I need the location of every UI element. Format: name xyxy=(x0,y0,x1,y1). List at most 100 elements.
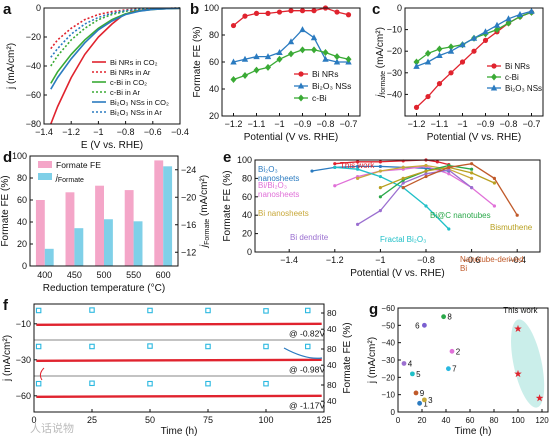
legend-label: Bi₂O₃ NSs in Ar xyxy=(110,108,162,117)
j-trace xyxy=(36,394,322,398)
y-tick-label: −60 xyxy=(381,304,395,313)
data-point xyxy=(441,314,446,320)
y-tick-label: −20 xyxy=(387,46,402,56)
data-point xyxy=(287,38,295,45)
data-point xyxy=(276,9,283,15)
data-point xyxy=(230,76,237,84)
y-axis-label: j (mA/cm²) xyxy=(2,335,13,382)
data-point xyxy=(515,213,519,217)
data-point xyxy=(299,8,306,14)
x-tick-label: 25 xyxy=(87,415,97,425)
bar-j xyxy=(74,228,84,266)
data-point xyxy=(378,164,382,169)
legend-marker xyxy=(297,82,305,89)
y2-tick-label: −24 xyxy=(181,165,196,175)
series-label: Bi nanosheets xyxy=(258,209,309,218)
x-tick-label: −0.8 xyxy=(117,127,135,137)
x-tick-label: 0 xyxy=(396,416,401,425)
x-tick-label: −0.7 xyxy=(523,119,541,129)
panel-letter: d xyxy=(3,149,12,166)
y-tick-label: −40 xyxy=(26,61,41,71)
data-point xyxy=(459,41,466,48)
legend-label: Formate FE xyxy=(56,160,101,170)
data-point xyxy=(230,22,237,29)
data-point xyxy=(436,81,443,87)
y-tick-label: 40 xyxy=(209,84,219,94)
legend-label: Bi NRs xyxy=(505,62,530,71)
y-tick-label: −10 xyxy=(16,319,31,329)
y2-axis-label: jFormate (mA/cm²) xyxy=(199,175,211,249)
point-label: 8 xyxy=(447,313,452,322)
data-point xyxy=(264,53,272,60)
data-point xyxy=(448,43,454,51)
y-tick-label: −80 xyxy=(26,119,41,129)
y-tick-label: −40 xyxy=(381,339,395,348)
x-axis-label: E (V vs. RHE) xyxy=(81,140,143,151)
data-point xyxy=(471,48,477,54)
data-point xyxy=(447,227,451,231)
panel-letter: g xyxy=(369,301,378,318)
data-point xyxy=(311,46,317,54)
data-point xyxy=(424,174,428,179)
data-point xyxy=(470,176,474,180)
data-point xyxy=(345,12,352,18)
x-tick-label: 600 xyxy=(156,270,171,280)
panel-g: g 1 2 3 45 6 7 8 9 This work 0 20 40 60 80 100 120 0 −10 −2… xyxy=(367,301,549,437)
series-label: Bi dendrite xyxy=(290,233,329,242)
data-point xyxy=(310,169,314,173)
panel-c: c −1.2 −1.1 −1 −0.9 −0.8 −0.7 −40 −30 −20 −10 0 Pote… xyxy=(372,1,544,143)
data-point xyxy=(447,47,455,54)
data-point xyxy=(470,171,474,175)
fe-point xyxy=(147,343,153,349)
data-point xyxy=(288,8,294,14)
bar-fe xyxy=(35,200,45,266)
fe-point xyxy=(305,307,311,314)
y-tick-label: −50 xyxy=(381,321,395,330)
y-axis-label: jformate (mA/cm²) xyxy=(375,27,387,99)
y-tick-label: 60 xyxy=(242,192,252,202)
axis-arrow-right xyxy=(283,347,323,359)
legend-label: jFormate xyxy=(55,172,84,184)
data-point xyxy=(333,162,337,166)
x-tick-label: −1.2 xyxy=(62,127,80,137)
data-point xyxy=(425,93,431,100)
y-tick-label: 0 xyxy=(397,3,402,13)
axis-arrow-left xyxy=(39,367,45,381)
legend-label: c-Bi xyxy=(505,73,519,82)
panel-b: b −1.2 −1.1 −1 −0.9 −0.8 −0.7 20 40 60 80 100 Potent… xyxy=(190,1,361,143)
data-point xyxy=(356,160,360,164)
y-tick-label: −30 xyxy=(387,68,402,78)
y-tick-label: 20 xyxy=(209,111,219,121)
data-point xyxy=(447,172,451,176)
x-tick-label: −0.8 xyxy=(500,119,518,129)
data-point xyxy=(505,15,512,22)
potential-label: @ -0.82V xyxy=(289,328,325,338)
fe-point xyxy=(305,343,311,350)
x-tick-label: 75 xyxy=(203,415,213,425)
series-line xyxy=(402,163,518,216)
data-point xyxy=(401,181,405,185)
data-point xyxy=(492,204,496,208)
data-point xyxy=(356,222,360,226)
data-point xyxy=(424,163,428,168)
data-point xyxy=(345,55,352,63)
bar-fe xyxy=(124,190,134,266)
data-point xyxy=(378,186,382,190)
data-point xyxy=(401,361,407,366)
watermark: 人话说物 xyxy=(30,421,74,435)
legend-label: Bi NRs in Ar xyxy=(110,68,151,77)
y-tick-label: −10 xyxy=(387,25,402,35)
y-tick-label: −10 xyxy=(381,391,395,400)
x-tick-label: −1 xyxy=(274,119,284,129)
x-tick-label: −1.4 xyxy=(35,127,53,137)
point-label: 4 xyxy=(408,359,413,368)
fe-point xyxy=(35,343,42,350)
data-point xyxy=(401,176,405,180)
x-tick-label: 120 xyxy=(535,416,549,425)
y-axis-label: j (mA/cm²) xyxy=(6,43,17,90)
data-point xyxy=(470,162,474,166)
legend-label: Bi₂O₃ NSs xyxy=(312,81,351,91)
y2-tick-label: 80 xyxy=(327,344,337,354)
data-point xyxy=(413,104,420,110)
series-label: Bi₂O₃ xyxy=(258,165,278,174)
